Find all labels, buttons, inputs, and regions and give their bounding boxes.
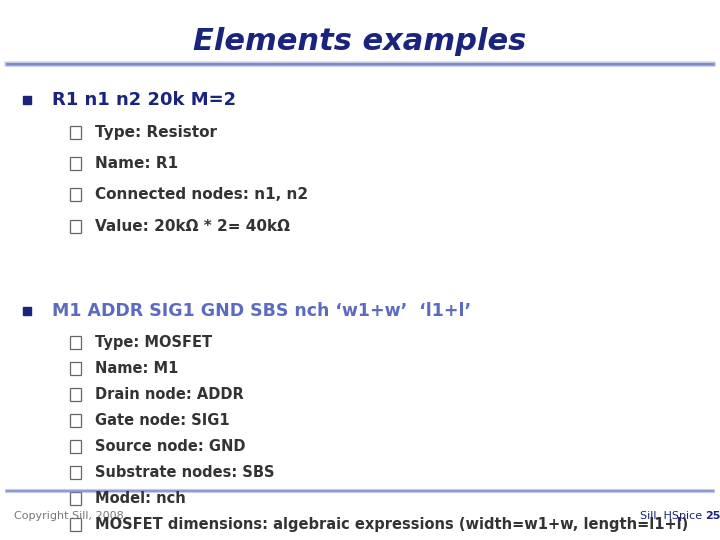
Text: M1 ADDR SIG1 GND SBS nch ‘w1+w’  ‘l1+l’: M1 ADDR SIG1 GND SBS nch ‘w1+w’ ‘l1+l’ <box>52 301 471 320</box>
Bar <box>70 362 81 375</box>
Text: Substrate nodes: SBS: Substrate nodes: SBS <box>95 465 274 480</box>
Text: Type: Resistor: Type: Resistor <box>95 125 217 140</box>
Text: Sill, HSpice: Sill, HSpice <box>640 511 706 521</box>
Text: Connected nodes: n1, n2: Connected nodes: n1, n2 <box>95 187 308 202</box>
Bar <box>70 126 81 139</box>
Text: Model: nch: Model: nch <box>95 491 186 506</box>
Bar <box>70 157 81 170</box>
Text: 25: 25 <box>706 511 720 521</box>
Bar <box>70 188 81 201</box>
Bar <box>70 492 81 505</box>
Bar <box>70 388 81 401</box>
Text: MOSFET dimensions: algebraic expressions (width=w1+w, length=l1+l): MOSFET dimensions: algebraic expressions… <box>95 517 688 532</box>
Text: Elements examples: Elements examples <box>194 27 526 56</box>
Text: Name: R1: Name: R1 <box>95 156 178 171</box>
Text: Gate node: SIG1: Gate node: SIG1 <box>95 413 230 428</box>
Text: Name: M1: Name: M1 <box>95 361 179 376</box>
Bar <box>70 220 81 233</box>
Text: Copyright Sill, 2008: Copyright Sill, 2008 <box>14 511 124 521</box>
Bar <box>70 336 81 349</box>
Text: R1 n1 n2 20k M=2: R1 n1 n2 20k M=2 <box>52 91 236 109</box>
Text: Value: 20kΩ * 2= 40kΩ: Value: 20kΩ * 2= 40kΩ <box>95 219 290 234</box>
Bar <box>70 440 81 453</box>
Bar <box>70 414 81 427</box>
Bar <box>70 466 81 479</box>
Text: Drain node: ADDR: Drain node: ADDR <box>95 387 244 402</box>
Text: Type: MOSFET: Type: MOSFET <box>95 335 212 350</box>
Text: Source node: GND: Source node: GND <box>95 439 246 454</box>
Bar <box>70 518 81 531</box>
